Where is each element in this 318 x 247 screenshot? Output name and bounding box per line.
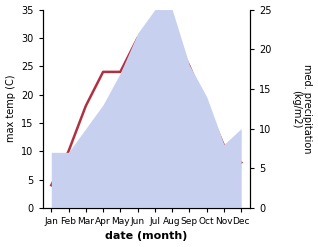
X-axis label: date (month): date (month) (105, 231, 187, 242)
Y-axis label: max temp (C): max temp (C) (5, 75, 16, 143)
Y-axis label: med. precipitation
(kg/m2): med. precipitation (kg/m2) (291, 64, 313, 153)
